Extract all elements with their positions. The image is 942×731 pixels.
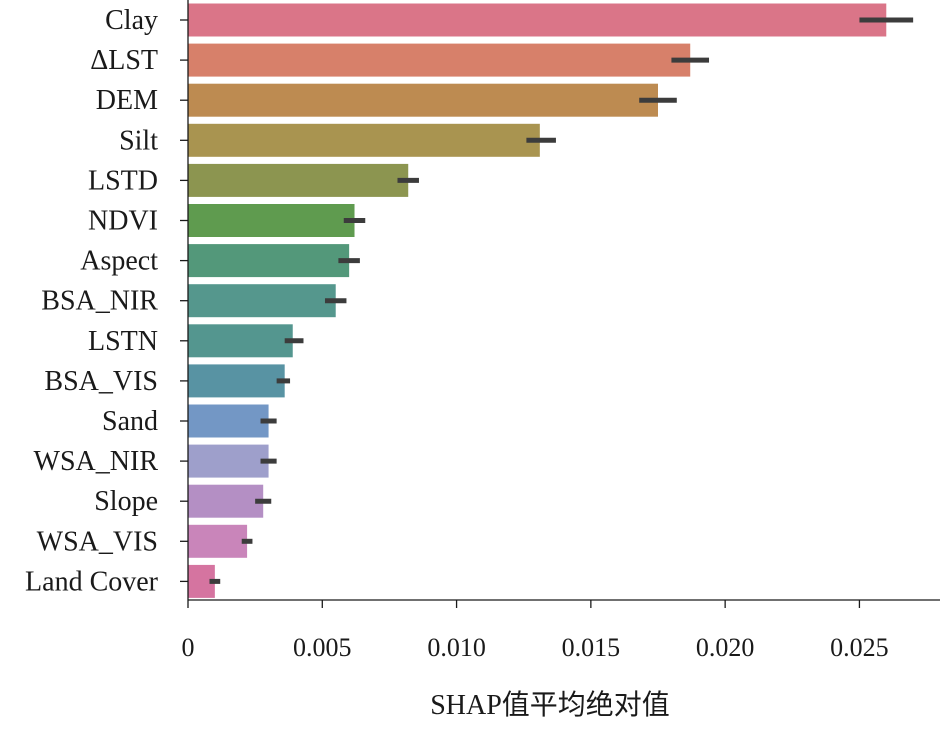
x-tick-label: 0.025 bbox=[830, 633, 889, 662]
category-label: WSA_VIS bbox=[37, 526, 158, 557]
bar-clay bbox=[188, 3, 887, 37]
category-label: Sand bbox=[102, 406, 158, 437]
bar-sand bbox=[188, 404, 269, 438]
category-label: Clay bbox=[105, 5, 158, 36]
category-label: LSTD bbox=[88, 165, 158, 196]
x-tick-label: 0.005 bbox=[293, 633, 352, 662]
bar-silt bbox=[188, 123, 540, 157]
category-labels: Clay ΔLST DEM Silt LSTD NDVI Aspect BSA_NIR LSTN… bbox=[25, 5, 159, 597]
bar-wsa-nir bbox=[188, 444, 269, 478]
error-bars-layer bbox=[209, 17, 914, 584]
bar-slope bbox=[188, 484, 264, 518]
category-label: BSA_VIS bbox=[44, 366, 158, 397]
x-tick-label: 0.015 bbox=[562, 633, 621, 662]
category-label: BSA_NIR bbox=[41, 286, 158, 317]
category-label: DEM bbox=[96, 85, 158, 116]
bar-aspect bbox=[188, 244, 350, 278]
category-label: ΔLST bbox=[90, 45, 158, 76]
category-label: Land Cover bbox=[25, 566, 159, 597]
x-axis-ticks: 0 0.005 0.010 0.015 0.020 0.025 bbox=[180, 19, 889, 662]
category-label: Aspect bbox=[80, 246, 158, 277]
x-axis-title: SHAP值平均绝对值 bbox=[430, 689, 670, 721]
bar-lstn bbox=[188, 324, 293, 358]
category-label: LSTN bbox=[88, 326, 158, 357]
bar-bsa-vis bbox=[188, 364, 285, 398]
x-tick-label: 0.010 bbox=[427, 633, 486, 662]
bar-wsa-vis bbox=[188, 524, 248, 558]
category-label: Silt bbox=[119, 125, 158, 156]
x-tick-label: 0 bbox=[182, 633, 195, 662]
bar-lstd bbox=[188, 163, 409, 197]
category-label: NDVI bbox=[88, 206, 158, 237]
bar--lst bbox=[188, 43, 691, 77]
category-label: WSA_NIR bbox=[34, 446, 159, 477]
bar-dem bbox=[188, 83, 658, 117]
x-tick-label: 0.020 bbox=[696, 633, 755, 662]
bars-layer bbox=[188, 3, 887, 598]
bar-bsa-nir bbox=[188, 284, 336, 318]
bar-ndvi bbox=[188, 204, 355, 237]
category-label: Slope bbox=[94, 486, 158, 517]
